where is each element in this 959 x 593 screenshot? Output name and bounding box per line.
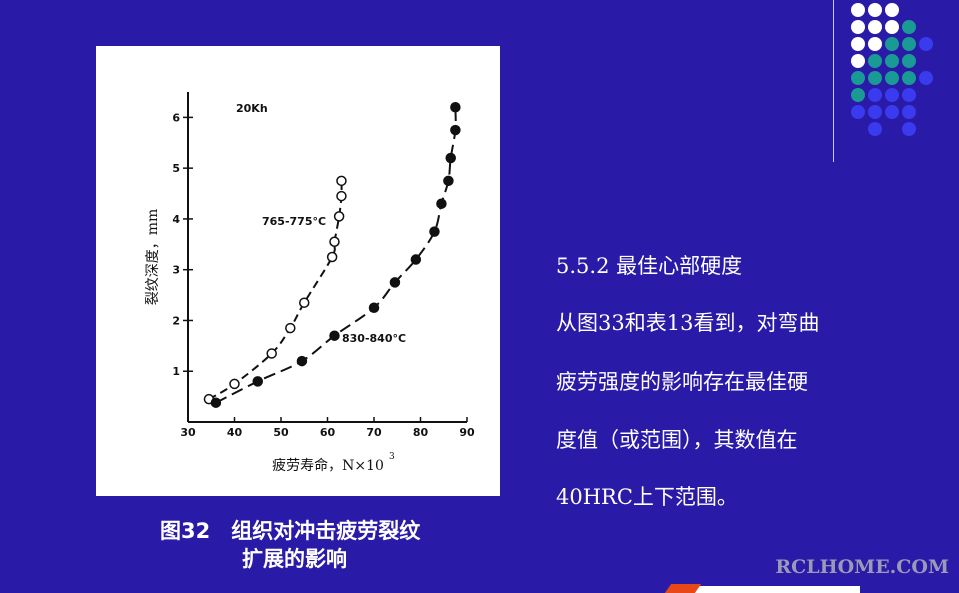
- decor-dot: [868, 105, 882, 119]
- fatigue-crack-chart: 30 40 50 60 70 80 90 1 2 3 4 5 6 20Kh 疲劳寿命，N×10 3 裂纹深度，m…: [145, 92, 475, 474]
- series-1-point: [336, 190, 347, 202]
- decor-dot: [885, 3, 899, 17]
- series-2-point: [368, 302, 380, 314]
- y-tick-label: 1: [172, 365, 180, 378]
- y-tick-label: 3: [172, 264, 180, 277]
- x-axis-label-superscript: 3: [389, 452, 395, 462]
- body-line-3: 度值（或范围），其数值在: [556, 428, 798, 452]
- chart-title: 20Kh: [236, 102, 268, 115]
- x-tick-label: 30: [180, 426, 196, 439]
- decor-dot-grid: [851, 3, 933, 136]
- series-2-point: [450, 124, 461, 136]
- x-tick-label: 50: [273, 426, 289, 439]
- series-2-point: [252, 376, 263, 387]
- decor-stripe: [680, 586, 860, 593]
- series-1-point: [299, 297, 310, 308]
- decor-dot: [902, 20, 916, 34]
- series-2-point: [436, 198, 447, 209]
- decor-dot: [902, 37, 916, 51]
- watermark: RCLHOME.COM: [775, 556, 949, 578]
- decor-dot: [885, 71, 899, 85]
- series-2-point: [410, 254, 422, 265]
- series-2-point: [389, 277, 401, 288]
- decor-dot: [851, 20, 865, 34]
- body-line-1: 从图33和表13看到，对弯曲: [556, 311, 820, 335]
- series-1-point: [333, 211, 345, 222]
- decor-dot: [885, 88, 899, 102]
- y-tick-label: 4: [172, 213, 180, 226]
- decor-dot: [851, 54, 865, 68]
- x-tick-label: 80: [413, 426, 429, 439]
- body-line-2: 疲劳强度的影响存在最佳硬: [556, 370, 808, 394]
- series-2-point: [445, 152, 456, 164]
- y-tick-label: 6: [172, 111, 180, 124]
- body-line-4: 40HRC上下范围。: [556, 485, 738, 509]
- decor-dot: [902, 71, 916, 85]
- series-1-point: [285, 322, 296, 334]
- decor-dot: [868, 122, 882, 136]
- decor-dot: [868, 3, 882, 17]
- x-axis-label: 疲劳寿命，N×10: [272, 457, 384, 474]
- caption-line-2: 扩展的影响: [242, 547, 347, 571]
- decor-dot: [868, 20, 882, 34]
- series-1-point: [326, 251, 338, 263]
- decor-dot: [885, 37, 899, 51]
- decor-divider: [833, 0, 834, 162]
- decor-accent: [664, 584, 702, 593]
- series-1-point: [266, 348, 277, 359]
- decor-dot: [919, 37, 933, 51]
- figure-caption: 图32 组织对冲击疲劳裂纹 扩展的影响: [150, 517, 460, 573]
- decor-dot: [902, 54, 916, 68]
- series-2-point: [296, 355, 308, 367]
- decor-dot: [885, 54, 899, 68]
- series-1-point: [329, 236, 340, 248]
- decor-dot: [919, 71, 933, 85]
- chart-panel: 30 40 50 60 70 80 90 1 2 3 4 5 6 20Kh 疲劳寿命，N×10 3 裂纹深度，m…: [96, 46, 500, 496]
- series-2-label: 830-840°C: [342, 332, 406, 345]
- decor-dot: [851, 37, 865, 51]
- decor-dot: [902, 105, 916, 119]
- decor-dot: [868, 37, 882, 51]
- y-tick-label: 5: [172, 162, 180, 175]
- series-1-label: 765-775°C: [262, 215, 326, 228]
- decor-dot: [902, 122, 916, 136]
- decor-dot: [851, 105, 865, 119]
- x-tick-label: 70: [366, 426, 382, 439]
- decor-dot: [868, 54, 882, 68]
- y-axis-label: 裂纹深度，mm: [145, 209, 161, 306]
- series-1-point: [336, 175, 347, 187]
- decor-dot: [902, 88, 916, 102]
- y-tick-label: 2: [172, 314, 180, 327]
- caption-line-1: 图32 组织对冲击疲劳裂纹: [160, 519, 421, 543]
- series-2-point: [443, 175, 454, 187]
- series-2-point: [210, 397, 222, 408]
- decor-dot: [885, 20, 899, 34]
- series-2-point: [450, 101, 461, 113]
- series-2-point: [429, 226, 440, 237]
- series-1-point: [229, 378, 240, 390]
- decor-dot: [868, 71, 882, 85]
- decor-dot: [885, 105, 899, 119]
- decor-dot: [851, 71, 865, 85]
- decor-dot: [851, 88, 865, 102]
- section-title: 5.5.2 最佳心部硬度: [556, 254, 743, 278]
- x-tick-label: 90: [459, 426, 475, 439]
- series-curve-1: [208, 180, 343, 401]
- x-tick-label: 40: [227, 426, 243, 439]
- decor-dot: [868, 88, 882, 102]
- x-tick-label: 60: [320, 426, 336, 439]
- series-2-point: [329, 330, 340, 341]
- decor-dot: [851, 3, 865, 17]
